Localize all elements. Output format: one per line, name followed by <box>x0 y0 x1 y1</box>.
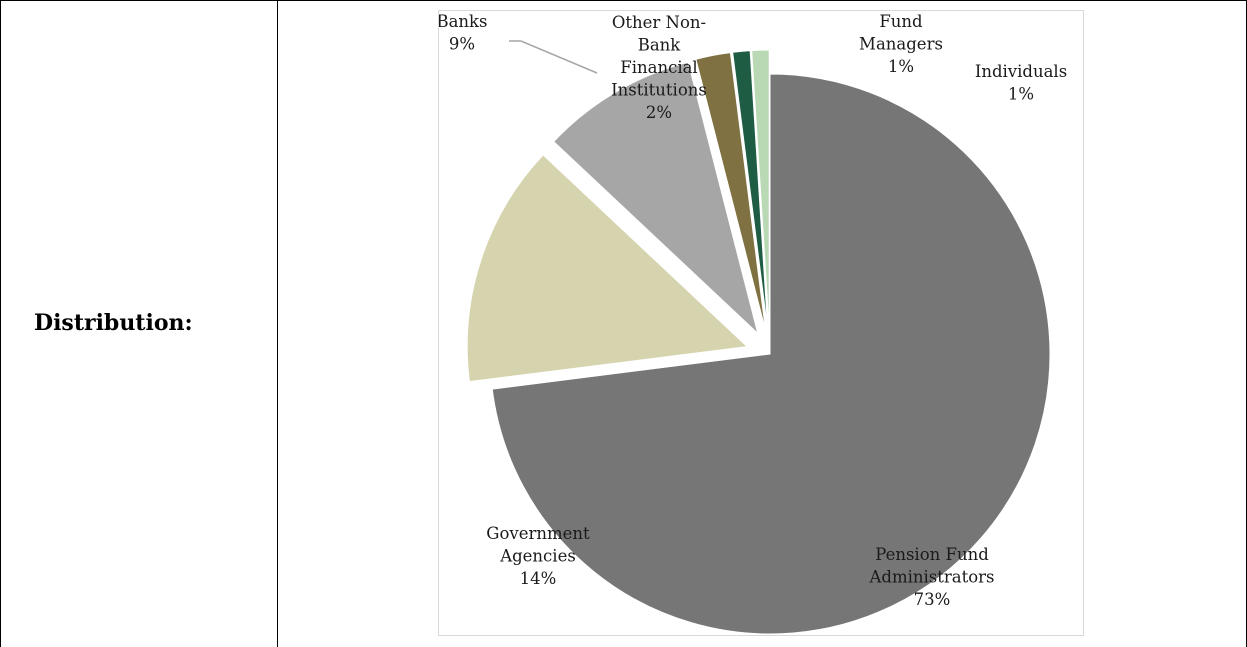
banks-leader-line <box>509 40 598 74</box>
table-border-left <box>0 0 1 647</box>
pie-slice-individuals <box>751 49 770 331</box>
pie-chart-frame: Pension Fund Administrators 73% Government A… <box>436 10 1084 636</box>
pie-slice-banks <box>552 61 759 335</box>
table-column-divider <box>277 0 278 647</box>
data-label-government-agencies: Government Agencies 14% <box>486 524 590 588</box>
data-label-fund-managers: Fund Managers 1% <box>859 12 943 76</box>
pie-slice-government-agencies <box>466 154 749 383</box>
pie-slice-pension-fund-administrators <box>491 73 1051 635</box>
table-border-top <box>0 0 1247 1</box>
pie-chart: Pension Fund Administrators 73% Government A… <box>436 12 1067 635</box>
data-label-individuals: Individuals 1% <box>975 62 1067 104</box>
data-label-pension-fund-administrators: Pension Fund Administrators 73% <box>868 545 994 609</box>
data-label-banks: Banks 9% <box>439 12 488 54</box>
row-label: Distribution: <box>34 310 193 336</box>
data-label-other-non-bank-financial-institutions: Other Non-Bank Financial Institutions 2% <box>611 13 707 122</box>
pie-slice-other-non-bank-financial-institutions <box>695 52 766 331</box>
pie-slice-fund-managers <box>732 50 769 331</box>
